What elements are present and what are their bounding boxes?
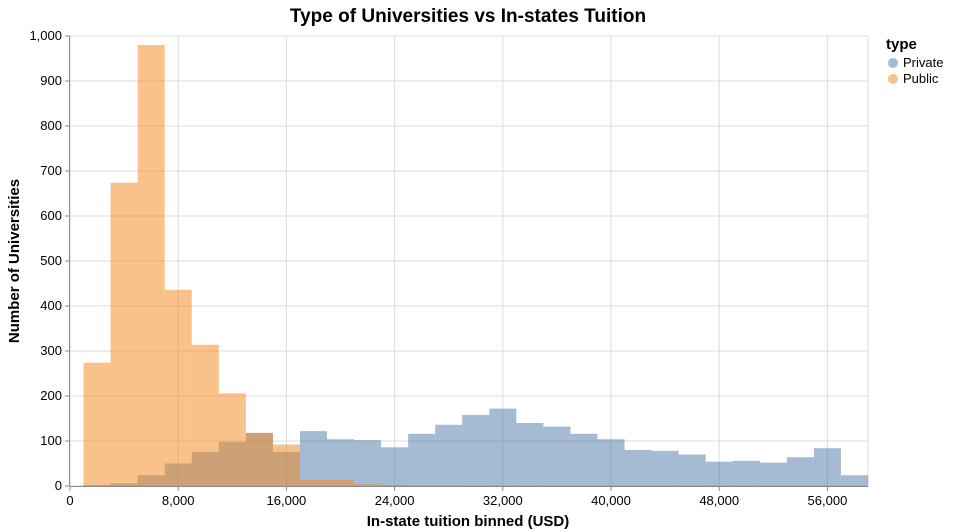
bar-private bbox=[489, 408, 517, 486]
y-axis-title: Number of Universities bbox=[6, 179, 23, 343]
legend-title: type bbox=[886, 36, 917, 53]
y-tick-label: 600 bbox=[40, 208, 62, 223]
bar-private bbox=[354, 440, 382, 486]
legend-label-private: Private bbox=[903, 55, 943, 70]
chart-title: Type of Universities vs In-states Tuitio… bbox=[290, 6, 646, 27]
bar-private bbox=[651, 450, 679, 486]
bar-public bbox=[218, 393, 246, 486]
bar-public bbox=[191, 344, 219, 486]
bar-private bbox=[705, 461, 733, 486]
bar-public bbox=[245, 432, 273, 486]
x-tick-label: 32,000 bbox=[483, 493, 523, 508]
bar-private bbox=[840, 475, 868, 486]
bar-private bbox=[813, 448, 841, 486]
bar-private bbox=[732, 460, 760, 486]
bar-private bbox=[516, 423, 544, 486]
y-tick-label: 500 bbox=[40, 253, 62, 268]
axes: 0 100 200 300 400 500 600 700 800 900 1,000 0 8,000 1… bbox=[29, 28, 868, 508]
bar-private bbox=[678, 454, 706, 486]
bar-private bbox=[435, 424, 463, 486]
bar-public bbox=[381, 485, 409, 486]
y-tick-label: 300 bbox=[40, 343, 62, 358]
bar-private bbox=[408, 433, 436, 486]
bar-private bbox=[570, 433, 598, 486]
bar-public bbox=[110, 182, 138, 486]
x-tick-label: 48,000 bbox=[699, 493, 739, 508]
bar-private bbox=[299, 431, 327, 486]
y-tick-label: 800 bbox=[40, 118, 62, 133]
bar-public bbox=[83, 362, 111, 486]
bar-public bbox=[326, 479, 355, 486]
legend-swatch-public bbox=[888, 74, 898, 84]
x-axis-title: In-state tuition binned (USD) bbox=[367, 513, 569, 530]
y-tick-label: 0 bbox=[55, 478, 62, 493]
x-tick-label: 56,000 bbox=[808, 493, 848, 508]
bar-private bbox=[462, 414, 490, 486]
y-tick-label: 200 bbox=[40, 388, 62, 403]
bar-private bbox=[786, 457, 814, 486]
x-tick-label: 40,000 bbox=[591, 493, 631, 508]
x-tick-label: 0 bbox=[66, 493, 73, 508]
bar-public bbox=[299, 479, 327, 486]
bar-private bbox=[597, 439, 625, 486]
bar-private bbox=[543, 426, 571, 486]
legend-swatch-private bbox=[888, 58, 898, 68]
y-tick-label: 1,000 bbox=[29, 28, 62, 43]
x-tick-label: 16,000 bbox=[267, 493, 307, 508]
y-tick-label: 900 bbox=[40, 73, 62, 88]
y-tick-label: 400 bbox=[40, 298, 62, 313]
y-tick-label: 100 bbox=[40, 433, 62, 448]
x-tick-label: 8,000 bbox=[162, 493, 195, 508]
legend-label-public: Public bbox=[903, 71, 939, 86]
bar-private bbox=[326, 439, 355, 486]
bar-public bbox=[137, 45, 165, 486]
bar-public bbox=[164, 289, 192, 486]
bar-private bbox=[759, 462, 787, 486]
bar-private bbox=[381, 447, 409, 486]
y-tick-label: 700 bbox=[40, 163, 62, 178]
x-tick-label: 24,000 bbox=[375, 493, 415, 508]
bar-private bbox=[624, 450, 652, 486]
bar-public bbox=[354, 484, 382, 486]
bar-public bbox=[272, 444, 300, 486]
histogram-bars bbox=[83, 45, 868, 486]
